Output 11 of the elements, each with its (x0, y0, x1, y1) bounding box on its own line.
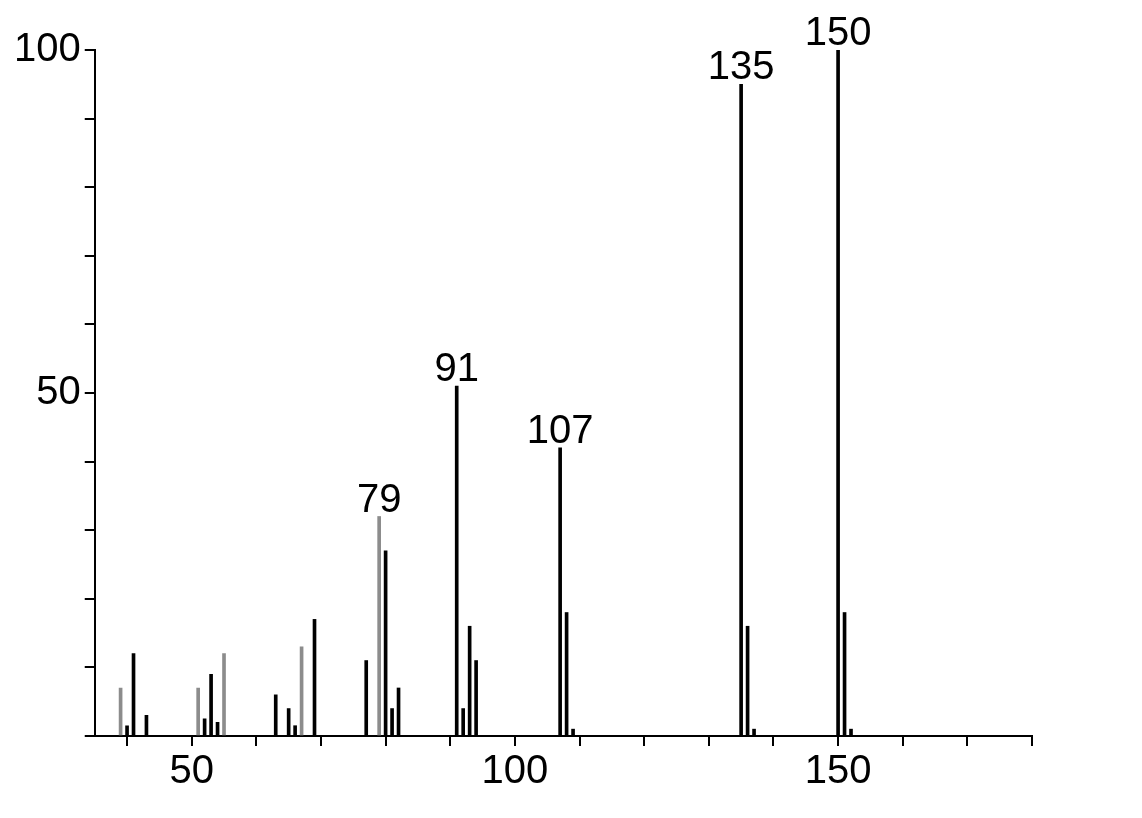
x-tick-label: 100 (481, 747, 549, 792)
bar (222, 653, 226, 736)
bar (377, 516, 381, 736)
x-tick-label: 50 (169, 747, 214, 792)
annotation: 150 (804, 9, 872, 54)
annotation: 79 (356, 475, 402, 520)
annotation: 107 (526, 406, 594, 451)
annotation: 135 (707, 43, 775, 88)
bar (196, 687, 200, 736)
x-tick-label: 150 (804, 747, 872, 792)
annotation: 91 (434, 345, 479, 390)
